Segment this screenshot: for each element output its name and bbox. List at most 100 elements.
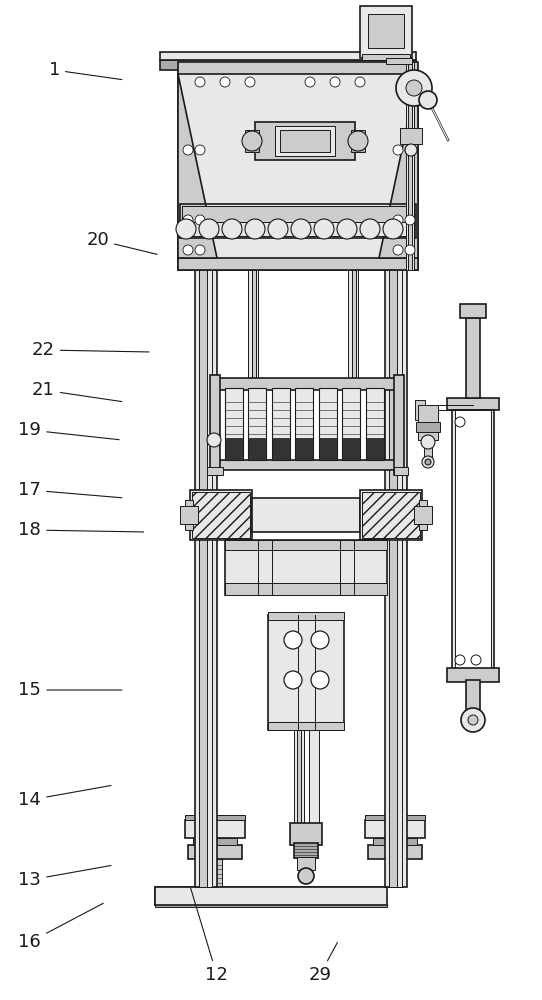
Text: 18: 18 bbox=[18, 521, 144, 539]
Bar bbox=[185, 820, 245, 838]
Bar bbox=[348, 140, 358, 420]
Text: 16: 16 bbox=[18, 903, 103, 951]
Circle shape bbox=[242, 131, 262, 151]
Bar bbox=[389, 117, 397, 887]
Text: 29: 29 bbox=[308, 942, 338, 984]
Text: 12: 12 bbox=[190, 888, 228, 984]
Circle shape bbox=[461, 708, 485, 732]
Bar bbox=[400, 128, 422, 144]
Text: 19: 19 bbox=[18, 421, 119, 440]
Bar bbox=[418, 405, 438, 440]
Bar bbox=[155, 903, 387, 907]
Bar bbox=[406, 62, 414, 270]
Bar bbox=[466, 680, 480, 710]
Bar bbox=[365, 820, 425, 838]
Bar bbox=[248, 388, 267, 460]
Bar bbox=[394, 467, 408, 475]
Circle shape bbox=[222, 219, 242, 239]
Bar bbox=[386, 58, 412, 64]
Bar bbox=[294, 843, 318, 858]
Bar bbox=[415, 400, 425, 420]
Bar bbox=[360, 490, 422, 540]
Bar bbox=[207, 117, 212, 887]
Bar bbox=[217, 378, 397, 390]
Bar bbox=[352, 140, 356, 420]
Bar bbox=[365, 815, 425, 820]
Text: 17: 17 bbox=[18, 481, 122, 499]
Circle shape bbox=[393, 145, 403, 155]
Circle shape bbox=[406, 80, 422, 96]
Bar bbox=[408, 62, 412, 270]
Bar bbox=[193, 838, 237, 845]
Bar bbox=[460, 304, 486, 318]
Bar bbox=[394, 375, 404, 475]
Circle shape bbox=[176, 219, 196, 239]
Bar bbox=[182, 206, 414, 222]
Bar bbox=[319, 388, 337, 460]
Circle shape bbox=[207, 433, 221, 447]
Bar bbox=[160, 60, 416, 70]
Bar bbox=[280, 130, 330, 152]
Circle shape bbox=[455, 417, 465, 427]
Bar bbox=[319, 438, 337, 460]
Bar bbox=[199, 117, 207, 887]
Bar bbox=[225, 540, 387, 550]
Bar bbox=[190, 490, 252, 540]
Circle shape bbox=[360, 219, 380, 239]
Text: 15: 15 bbox=[18, 681, 122, 699]
Circle shape bbox=[195, 245, 205, 255]
Bar bbox=[385, 117, 407, 887]
Circle shape bbox=[183, 145, 193, 155]
Bar bbox=[309, 730, 319, 825]
Circle shape bbox=[421, 435, 435, 449]
Circle shape bbox=[405, 215, 415, 225]
Circle shape bbox=[422, 456, 434, 468]
Bar bbox=[368, 845, 422, 859]
Circle shape bbox=[393, 215, 403, 225]
Bar bbox=[255, 122, 355, 160]
Bar bbox=[295, 438, 313, 460]
Bar bbox=[252, 140, 256, 420]
Text: 21: 21 bbox=[32, 381, 122, 402]
Bar bbox=[225, 583, 387, 595]
Circle shape bbox=[425, 459, 431, 465]
Bar bbox=[210, 375, 220, 475]
Circle shape bbox=[355, 77, 365, 87]
Circle shape bbox=[393, 245, 403, 255]
Bar bbox=[268, 612, 344, 620]
Circle shape bbox=[311, 631, 329, 649]
Bar bbox=[272, 388, 290, 460]
Bar bbox=[155, 887, 387, 905]
Bar bbox=[397, 117, 402, 887]
Circle shape bbox=[284, 631, 302, 649]
Bar bbox=[178, 70, 418, 270]
Bar bbox=[248, 438, 267, 460]
Bar bbox=[225, 540, 387, 595]
Circle shape bbox=[337, 219, 357, 239]
Bar bbox=[351, 130, 365, 152]
Bar bbox=[195, 117, 217, 887]
Bar bbox=[225, 388, 243, 460]
Bar bbox=[297, 857, 315, 870]
Text: 13: 13 bbox=[18, 865, 111, 889]
Circle shape bbox=[396, 70, 432, 106]
Bar bbox=[365, 438, 384, 460]
Bar bbox=[178, 62, 418, 74]
Bar bbox=[185, 500, 193, 530]
Circle shape bbox=[183, 245, 193, 255]
Bar bbox=[342, 438, 360, 460]
Bar bbox=[248, 140, 258, 420]
Bar bbox=[373, 838, 417, 845]
Bar bbox=[368, 14, 404, 48]
Bar bbox=[275, 126, 335, 156]
Bar bbox=[290, 823, 322, 845]
Text: 1: 1 bbox=[49, 61, 122, 80]
Polygon shape bbox=[178, 74, 217, 258]
Bar bbox=[192, 492, 250, 538]
Circle shape bbox=[455, 655, 465, 665]
Circle shape bbox=[311, 671, 329, 689]
Bar bbox=[419, 500, 427, 530]
Bar bbox=[455, 410, 491, 670]
Bar bbox=[268, 722, 344, 730]
Circle shape bbox=[195, 145, 205, 155]
